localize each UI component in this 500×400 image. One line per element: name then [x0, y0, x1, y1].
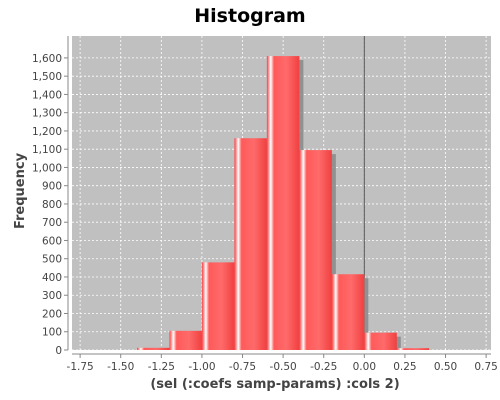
- y-axis-label: Frequency: [13, 152, 28, 229]
- y-tick-label: 1,200: [32, 126, 62, 138]
- histogram-bar: [136, 347, 170, 350]
- y-tick-label: 400: [42, 272, 62, 284]
- histogram-bar: [396, 348, 430, 350]
- y-tick-label: 1,300: [32, 108, 62, 120]
- y-tick-label: 1,600: [32, 53, 62, 65]
- histogram-bar: [169, 330, 202, 350]
- x-tick-label: 0.00: [353, 361, 376, 373]
- histogram-bar: [266, 56, 300, 351]
- x-tick-label: -0.50: [270, 361, 297, 373]
- y-tick-label: 0: [55, 345, 62, 357]
- x-tick-label: -1.25: [148, 361, 175, 373]
- histogram-bar: [364, 332, 397, 350]
- y-tick-label: 100: [42, 327, 62, 339]
- bars-layer: [136, 56, 430, 351]
- y-tick-label: 1,400: [32, 89, 62, 101]
- y-tick-label: 1,500: [32, 71, 62, 83]
- x-tick-label: -1.50: [107, 361, 134, 373]
- histogram-bar: [331, 274, 365, 350]
- histogram-bar: [234, 138, 267, 350]
- chart-title: Histogram: [194, 5, 305, 27]
- histogram-bar: [201, 262, 235, 350]
- y-tick-label: 300: [42, 290, 62, 302]
- y-tick-label: 200: [42, 308, 62, 320]
- x-tick-label: -0.75: [229, 361, 256, 373]
- y-axis: 0 100 200 300 400 500 600 700 800 900 1,000 1,100 1,…: [32, 36, 69, 357]
- x-tick-label: 0.75: [474, 361, 497, 373]
- x-tick-label: 0.50: [434, 361, 457, 373]
- x-axis-label: (sel (:coefs samp-params) :cols 2): [150, 377, 399, 392]
- x-tick-label: -1.75: [67, 361, 94, 373]
- y-tick-label: 500: [42, 254, 62, 266]
- y-tick-label: 600: [42, 235, 62, 247]
- histogram-bar: [299, 150, 332, 350]
- x-axis: -1.75 -1.50 -1.25 -1.00 -0.75 -0.50 -0.25 0.00 0…: [67, 353, 498, 373]
- y-tick-label: 1,000: [32, 162, 62, 174]
- y-tick-label: 900: [42, 181, 62, 193]
- x-tick-label: -1.00: [188, 361, 215, 373]
- y-tick-label: 1,100: [32, 144, 62, 156]
- y-tick-label: 800: [42, 199, 62, 211]
- x-tick-label: -0.25: [310, 361, 337, 373]
- y-tick-label: 700: [42, 217, 62, 229]
- x-tick-label: 0.25: [393, 361, 416, 373]
